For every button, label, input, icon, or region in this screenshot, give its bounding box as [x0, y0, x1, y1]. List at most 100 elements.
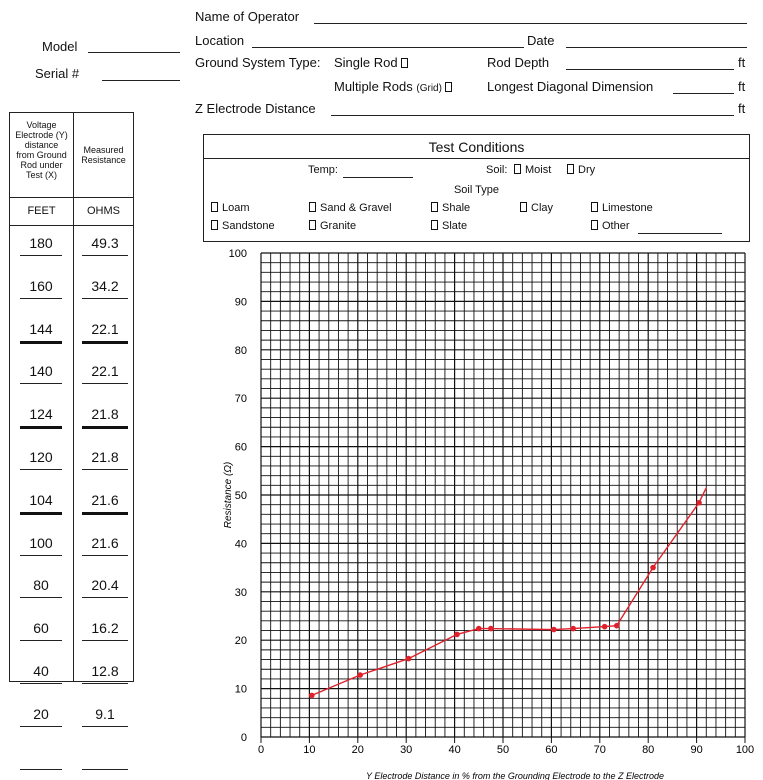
table-header-divider	[10, 197, 133, 198]
z-electrode-field[interactable]	[331, 115, 734, 116]
data-point	[613, 622, 620, 629]
feet-line[interactable]	[20, 383, 62, 385]
soil-sand-gravel[interactable]: Sand & Gravel	[306, 202, 392, 214]
serial-label: Serial #	[35, 66, 80, 81]
feet-unit: FEET	[27, 205, 56, 217]
y-tick-label: 80	[235, 345, 247, 357]
ohms-line[interactable]	[82, 554, 128, 556]
table-unit-divider	[10, 225, 133, 226]
feet-value: 144	[29, 320, 53, 337]
ohms-value: 21.6	[91, 491, 119, 508]
feet-value: 60	[33, 620, 49, 637]
slate-checkbox[interactable]	[431, 220, 438, 230]
loam-checkbox[interactable]	[211, 202, 218, 212]
col2-header: Measured Resistance	[81, 145, 126, 165]
soil-shale[interactable]: Shale	[428, 202, 470, 214]
location-field[interactable]	[252, 47, 524, 48]
single-rod-option[interactable]: Single Rod	[334, 55, 412, 70]
ohms-line[interactable]	[82, 297, 128, 299]
shale-checkbox[interactable]	[431, 202, 438, 212]
grid-label: (Grid)	[416, 83, 442, 94]
soil-sandstone[interactable]: Sandstone	[208, 220, 275, 232]
data-point	[476, 625, 482, 632]
data-point	[488, 625, 494, 632]
x-tick-label: 90	[690, 744, 702, 756]
date-field[interactable]	[566, 47, 747, 48]
other-field[interactable]	[638, 233, 722, 234]
x-tick-label: 50	[497, 744, 509, 756]
test-conditions-title: Test Conditions	[428, 139, 525, 155]
single-rod-checkbox[interactable]	[400, 58, 408, 68]
ohms-line[interactable]	[82, 683, 128, 684]
ohms-line[interactable]	[82, 768, 128, 770]
feet-line[interactable]	[20, 597, 62, 599]
x-axis-label: Y Electrode Distance in % from the Groun…	[366, 771, 664, 780]
y-tick-label: 40	[235, 538, 247, 550]
feet-line[interactable]	[20, 511, 62, 515]
longest-diagonal-field[interactable]	[673, 93, 734, 94]
multiple-rods-option[interactable]: Multiple Rods (Grid)	[334, 79, 456, 94]
soil-slate[interactable]: Slate	[428, 220, 467, 232]
location-label: Location	[195, 33, 245, 48]
feet-line[interactable]	[20, 554, 62, 556]
feet-value: 160	[29, 277, 53, 294]
dry-checkbox[interactable]	[567, 164, 574, 174]
moist-checkbox[interactable]	[514, 164, 521, 174]
rod-depth-field[interactable]	[566, 69, 734, 70]
data-point	[405, 655, 412, 662]
soil-clay[interactable]: Clay	[517, 202, 553, 214]
feet-line[interactable]	[20, 340, 62, 344]
y-tick-label: 60	[235, 442, 247, 454]
ohms-line[interactable]	[82, 383, 128, 385]
y-tick-label: 10	[235, 684, 247, 696]
ohms-line[interactable]	[82, 725, 128, 727]
ohms-line[interactable]	[82, 426, 128, 430]
feet-line[interactable]	[20, 768, 62, 770]
ohms-unit: OHMS	[87, 205, 120, 217]
sandstone-checkbox[interactable]	[211, 220, 218, 230]
other-checkbox[interactable]	[591, 220, 598, 230]
dry-option[interactable]: Dry	[564, 164, 595, 176]
soil-type-label: Soil Type	[453, 184, 500, 196]
soil-loam[interactable]: Loam	[208, 202, 250, 214]
ohms-line[interactable]	[82, 597, 128, 599]
ohms-line[interactable]	[82, 469, 128, 470]
feet-value: 20	[33, 705, 49, 722]
feet-line[interactable]	[20, 683, 62, 684]
feet-line[interactable]	[20, 725, 62, 727]
feet-line[interactable]	[20, 469, 62, 470]
feet-value: 100	[29, 534, 53, 551]
ohms-line[interactable]	[82, 640, 128, 642]
data-point	[309, 692, 315, 699]
z-electrode-label: Z Electrode Distance	[195, 101, 316, 116]
feet-line[interactable]	[20, 255, 62, 256]
sand-gravel-checkbox[interactable]	[309, 202, 316, 212]
table-column-divider	[73, 113, 74, 681]
serial-field[interactable]	[102, 80, 180, 81]
soil-granite[interactable]: Granite	[306, 220, 356, 232]
x-tick-label: 30	[400, 744, 412, 756]
y-tick-label: 30	[235, 587, 247, 599]
feet-line[interactable]	[20, 640, 62, 642]
moist-option[interactable]: Moist	[511, 164, 551, 176]
clay-checkbox[interactable]	[520, 202, 527, 212]
feet-line[interactable]	[20, 426, 62, 430]
soil-other[interactable]: Other	[588, 220, 630, 232]
ohms-line[interactable]	[82, 255, 128, 256]
x-tick-label: 80	[642, 744, 654, 756]
ohms-value: 21.8	[91, 406, 119, 423]
soil-limestone[interactable]: Limestone	[588, 202, 653, 214]
data-point	[650, 564, 656, 571]
temp-field[interactable]	[343, 177, 413, 178]
feet-line[interactable]	[20, 297, 62, 299]
multiple-rods-checkbox[interactable]	[444, 82, 452, 92]
data-point	[570, 625, 576, 632]
y-tick-label: 20	[235, 635, 247, 647]
limestone-checkbox[interactable]	[591, 202, 598, 212]
operator-field[interactable]	[314, 23, 747, 24]
ohms-line[interactable]	[82, 340, 128, 344]
model-field[interactable]	[88, 52, 180, 53]
granite-checkbox[interactable]	[309, 220, 316, 230]
ohms-line[interactable]	[82, 511, 128, 515]
